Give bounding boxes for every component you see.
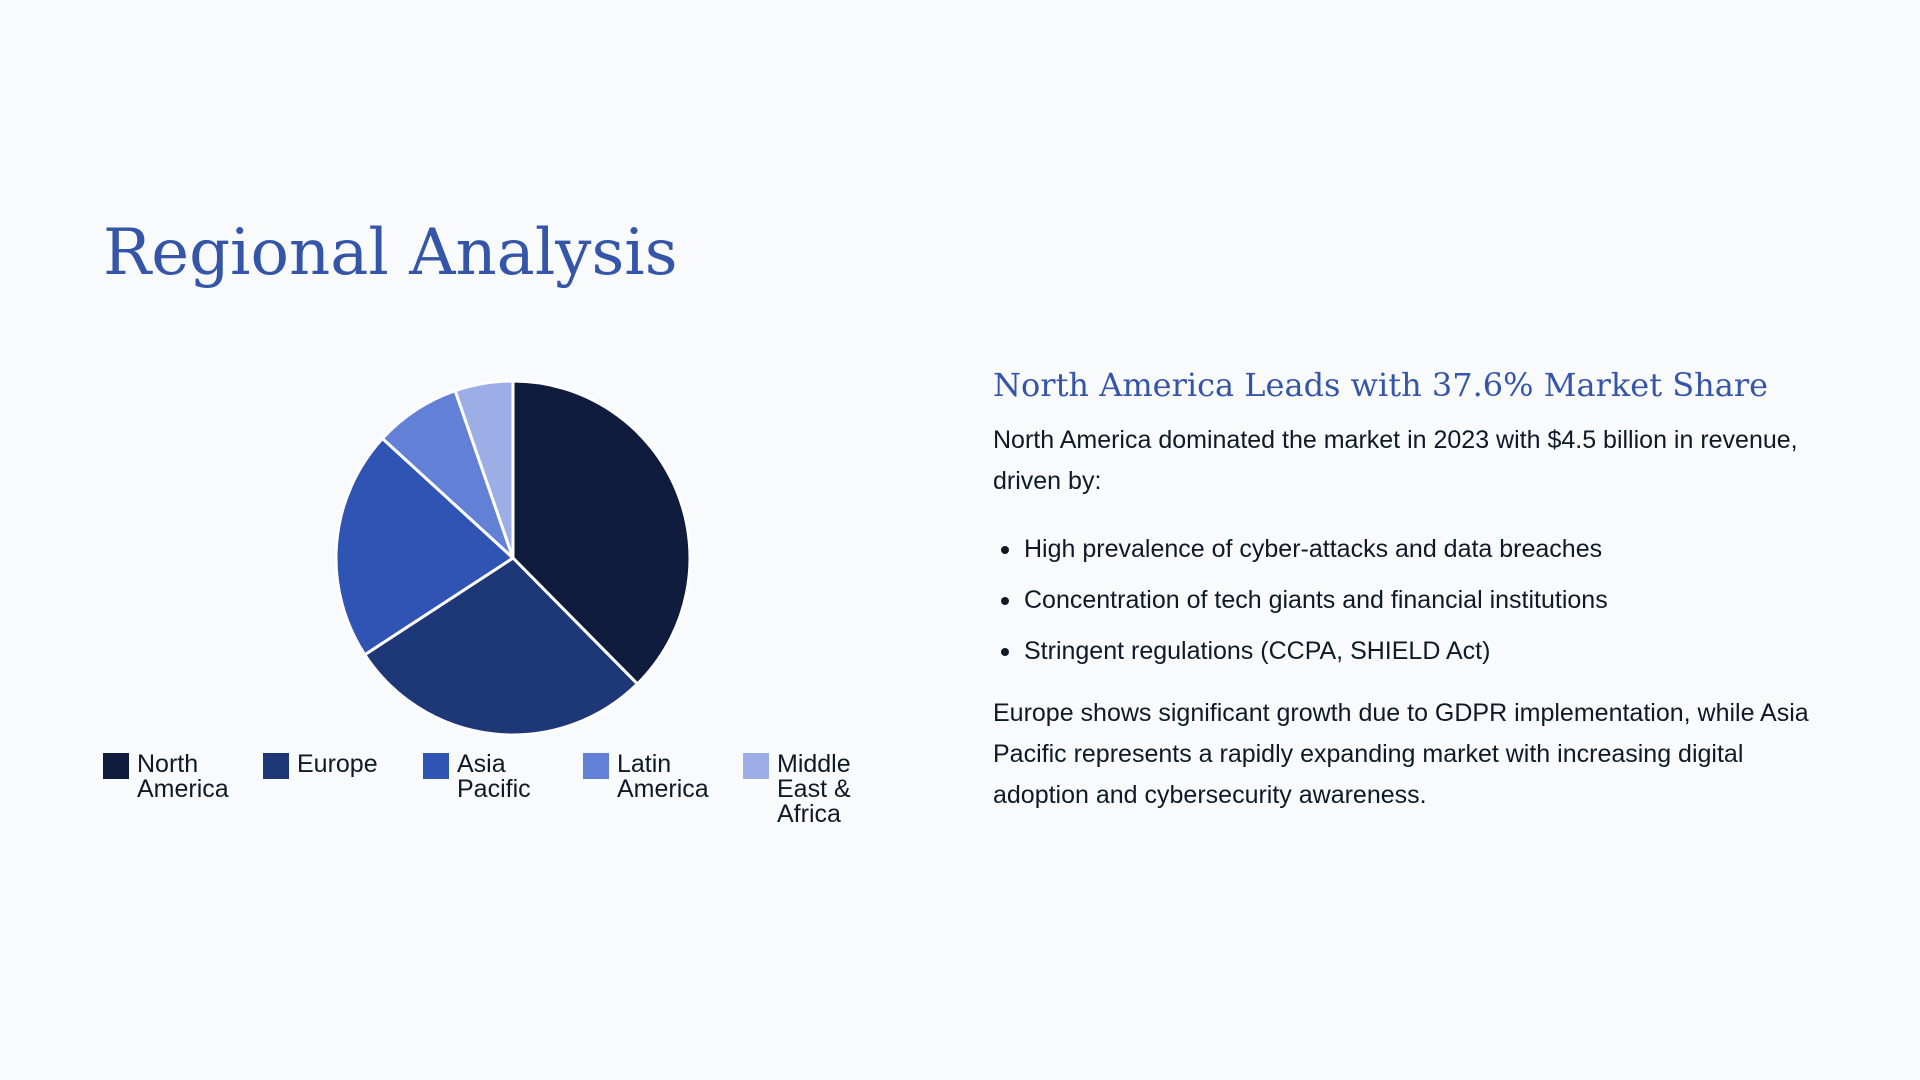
pie-chart xyxy=(334,379,692,737)
legend-swatch xyxy=(103,753,129,779)
legend-item-europe: Europe xyxy=(263,752,423,827)
insights-closing: Europe shows significant growth due to G… xyxy=(993,699,1809,809)
legend-label: Europe xyxy=(297,750,378,778)
pie-slice-asia-pacific xyxy=(334,436,515,657)
pie-slice-europe xyxy=(363,556,639,737)
legend-item-asia-pacific: Asia Pacific xyxy=(423,752,583,827)
legend-label: Asia Pacific xyxy=(457,750,531,803)
legend-item-middle-east-and-africa: Middle East & Africa xyxy=(743,752,903,827)
legend-swatch xyxy=(743,753,769,779)
insights-intro: North America dominated the market in 20… xyxy=(993,426,1798,495)
legend-swatch xyxy=(263,753,289,779)
pie-slice-north-america xyxy=(511,379,692,686)
insights-bullets: High prevalence of cyber-attacks and dat… xyxy=(993,524,1813,677)
legend-label: Middle East & Africa xyxy=(777,750,851,828)
legend-swatch xyxy=(583,753,609,779)
legend-label: Latin America xyxy=(617,750,709,803)
insights-heading: North America Leads with 37.6% Market Sh… xyxy=(993,366,1769,404)
legend-item-north-america: North America xyxy=(103,752,263,827)
bullet-item: Concentration of tech giants and financi… xyxy=(993,575,1813,626)
legend-label: North America xyxy=(137,750,229,803)
chart-legend: North America Europe Asia Pacific Latin Americ… xyxy=(103,752,903,827)
slide-title: Regional Analysis xyxy=(103,216,678,290)
legend-swatch xyxy=(423,753,449,779)
legend-item-latin-america: Latin America xyxy=(583,752,743,827)
bullet-item: Stringent regulations (CCPA, SHIELD Act) xyxy=(993,626,1813,677)
bullet-item: High prevalence of cyber-attacks and dat… xyxy=(993,524,1813,575)
pie-slice-middle-east-and-africa xyxy=(453,379,515,560)
pie-chart-area: North America Europe Asia Pacific Latin Americ… xyxy=(103,370,903,850)
insights-panel: North America Leads with 37.6% Market Sh… xyxy=(993,362,1813,816)
